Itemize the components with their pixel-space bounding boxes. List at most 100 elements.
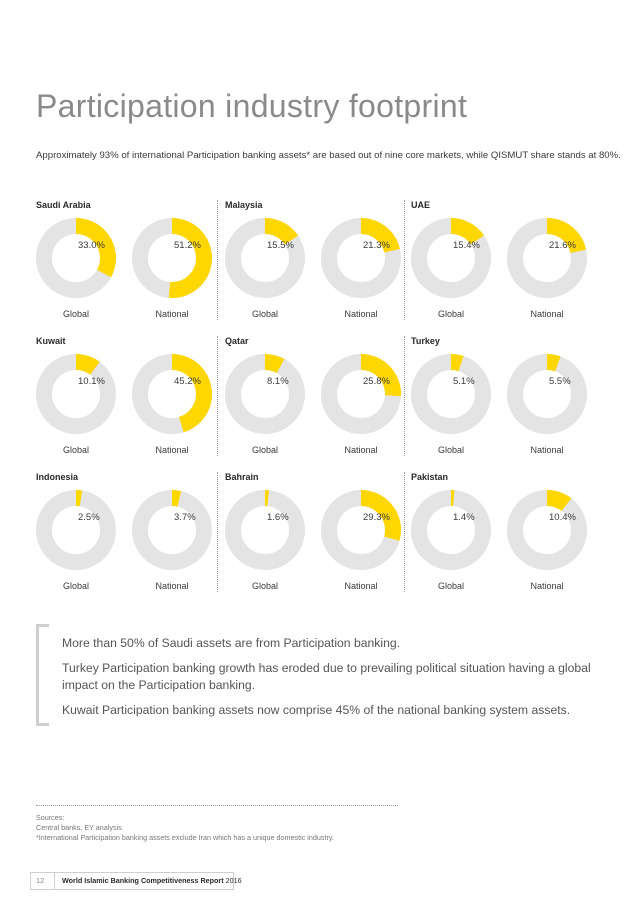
quote-paragraph-3: Kuwait Participation banking assets now … (62, 703, 571, 717)
donut-svg (225, 490, 305, 570)
donut-ring (36, 490, 116, 570)
caption-uae-national: National (530, 309, 564, 319)
value-label-saudi-arabia-national: 51.2% (174, 240, 201, 251)
donut-ring (225, 490, 305, 570)
donut-svg (411, 354, 491, 434)
sources-divider (36, 805, 398, 806)
donut-svg (321, 354, 401, 434)
donut-saudi-arabia-national (132, 218, 212, 298)
value-label-kuwait-national: 45.2% (174, 376, 201, 387)
donut-pakistan-global (411, 490, 491, 570)
page-subtitle: Approximately 93% of international Parti… (36, 150, 621, 161)
donut-qatar-global (225, 354, 305, 434)
donut-svg (411, 218, 491, 298)
quote-bracket (36, 624, 49, 726)
value-label-pakistan-national: 10.4% (549, 512, 576, 523)
donut-slice-turkey-global (411, 354, 491, 434)
donut-slice-qatar-global (225, 354, 305, 434)
donut-svg (132, 490, 212, 570)
donut-svg (132, 218, 212, 298)
donut-indonesia-global (36, 490, 116, 570)
donut-kuwait-global (36, 354, 116, 434)
donut-ring (36, 354, 116, 434)
footer-bar (30, 872, 234, 890)
report-year: 2016 (225, 876, 242, 885)
donut-uae-global (411, 218, 491, 298)
column-divider (404, 336, 405, 456)
donut-ring (411, 490, 491, 570)
donut-turkey-national (507, 354, 587, 434)
donut-slice-pakistan-global (411, 490, 491, 570)
donut-qatar-national (321, 354, 401, 434)
caption-kuwait-national: National (155, 445, 189, 455)
callout-quote: More than 50% of Saudi assets are from P… (62, 635, 602, 727)
value-label-pakistan-global: 1.4% (453, 512, 475, 523)
donut-slice-indonesia-national (132, 490, 212, 570)
caption-qatar-national: National (344, 445, 378, 455)
caption-bahrain-national: National (344, 581, 378, 591)
country-label-saudi-arabia: Saudi Arabia (36, 200, 91, 210)
value-label-indonesia-national: 3.7% (174, 512, 196, 523)
value-label-qatar-global: 8.1% (267, 376, 289, 387)
donut-bahrain-national (321, 490, 401, 570)
page-title: Participation industry footprint (36, 88, 468, 124)
donut-svg (225, 354, 305, 434)
column-divider (217, 336, 218, 456)
donut-svg (321, 218, 401, 298)
value-label-uae-global: 15.4% (453, 240, 480, 251)
country-label-uae: UAE (411, 200, 431, 210)
donut-ring (411, 354, 491, 434)
donut-slice-malaysia-global (225, 218, 305, 298)
caption-qatar-global: Global (251, 445, 278, 455)
donut-ring (225, 354, 305, 434)
donut-ring (132, 490, 212, 570)
column-divider (217, 472, 218, 592)
donut-slice-qatar-national (321, 354, 401, 434)
country-label-bahrain: Bahrain (225, 472, 259, 482)
value-label-kuwait-global: 10.1% (78, 376, 105, 387)
donut-svg (507, 490, 587, 570)
donut-bahrain-global (225, 490, 305, 570)
caption-indonesia-national: National (155, 581, 189, 591)
caption-malaysia-global: Global (251, 309, 278, 319)
donut-svg (411, 490, 491, 570)
donut-slice-uae-national (507, 218, 587, 298)
donut-indonesia-national (132, 490, 212, 570)
value-label-turkey-global: 5.1% (453, 376, 475, 387)
country-label-kuwait: Kuwait (36, 336, 66, 346)
donut-svg (507, 354, 587, 434)
caption-indonesia-global: Global (62, 581, 89, 591)
value-label-turkey-national: 5.5% (549, 376, 571, 387)
sources-block: Sources: Central banks, EY analysis *Int… (36, 813, 456, 843)
donut-slice-bahrain-national (321, 490, 401, 570)
value-label-qatar-national: 25.8% (363, 376, 390, 387)
donut-uae-national (507, 218, 587, 298)
country-label-pakistan: Pakistan (411, 472, 449, 482)
caption-malaysia-national: National (344, 309, 378, 319)
donut-malaysia-national (321, 218, 401, 298)
donut-svg (36, 354, 116, 434)
donut-slice-kuwait-global (36, 354, 116, 434)
column-divider (217, 200, 218, 320)
caption-turkey-national: National (530, 445, 564, 455)
country-label-qatar: Qatar (225, 336, 249, 346)
caption-bahrain-global: Global (251, 581, 278, 591)
page-number: 12 (36, 876, 45, 885)
donut-turkey-global (411, 354, 491, 434)
value-label-malaysia-national: 21.3% (363, 240, 390, 251)
donut-slice-pakistan-national (507, 490, 587, 570)
caption-saudi-arabia-national: National (155, 309, 189, 319)
column-divider (404, 200, 405, 320)
value-label-bahrain-national: 29.3% (363, 512, 390, 523)
country-label-turkey: Turkey (411, 336, 440, 346)
caption-kuwait-global: Global (62, 445, 89, 455)
caption-turkey-global: Global (437, 445, 464, 455)
donut-svg (36, 218, 116, 298)
donut-slice-indonesia-global (36, 490, 116, 570)
donut-slice-uae-global (411, 218, 491, 298)
donut-slice-kuwait-national (132, 354, 212, 434)
donut-slice-saudi-arabia-national (132, 218, 212, 298)
caption-pakistan-national: National (530, 581, 564, 591)
donut-slice-saudi-arabia-global (36, 218, 116, 298)
